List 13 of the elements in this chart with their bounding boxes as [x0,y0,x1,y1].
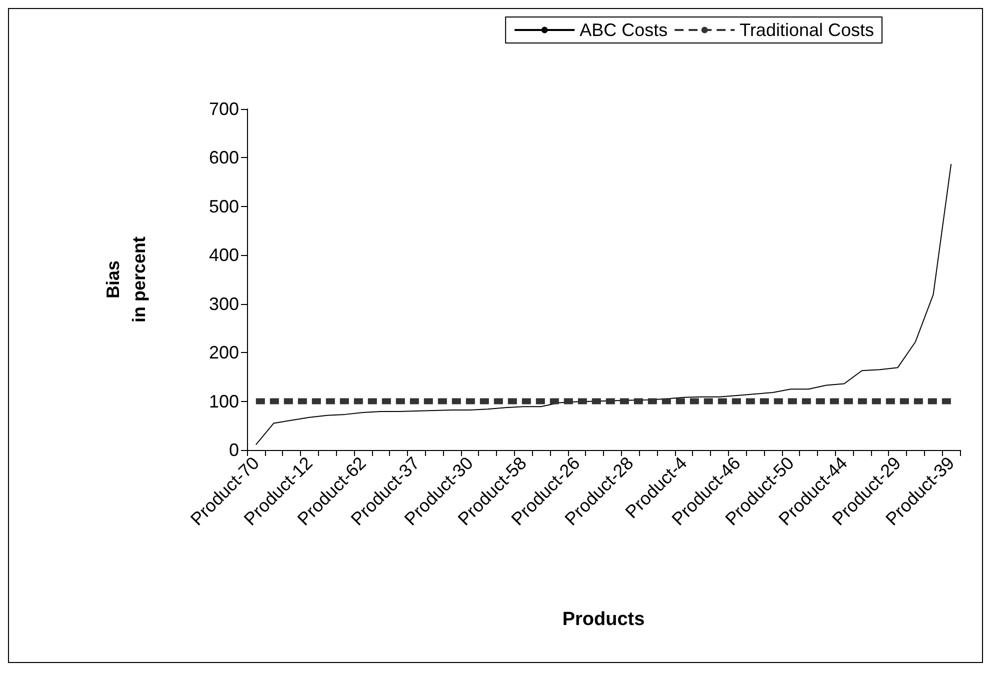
legend-label: Traditional Costs [740,20,874,40]
y-tick-label: 0 [228,440,239,460]
y-tick-label: 100 [208,391,239,412]
legend-label: ABC Costs [580,20,668,40]
y-tick-label: 600 [208,148,239,168]
y-axis-title: Bias in percent [103,236,149,323]
y-tick-label: 500 [208,196,239,216]
x-axis-title: Products [562,609,645,630]
y-tick-label: 200 [208,342,239,363]
line-series [255,164,952,446]
y-tick-label: 300 [208,294,239,314]
y-tick-label: 400 [208,245,239,266]
y-tick-label: 700 [208,99,239,119]
